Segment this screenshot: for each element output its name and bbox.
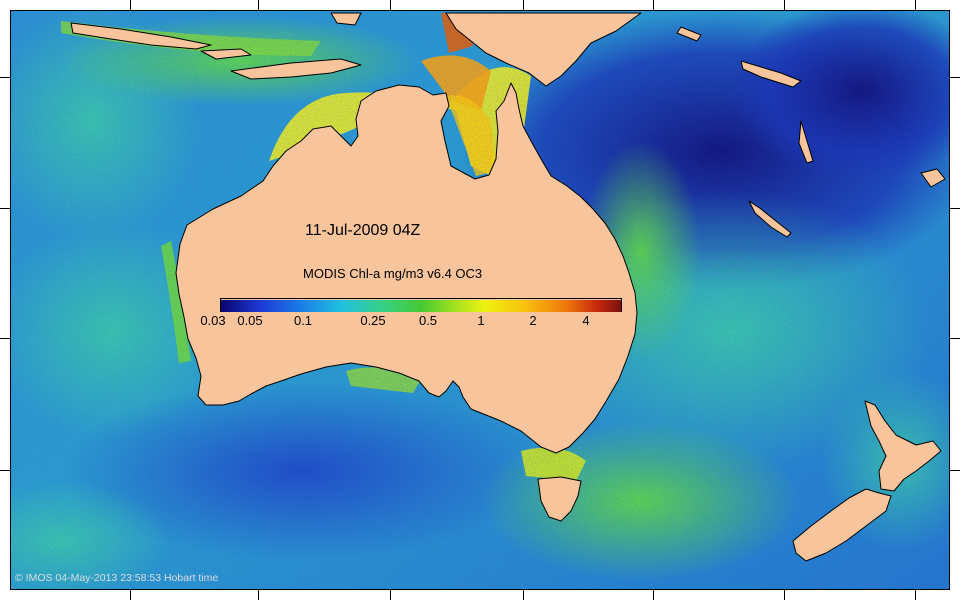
axis-tick	[784, 0, 785, 10]
solomon-islands	[740, 60, 802, 88]
north-island-small	[676, 26, 702, 42]
axis-tick	[0, 470, 10, 471]
axis-tick	[915, 590, 916, 600]
axis-tick	[653, 590, 654, 600]
colorbar-tick-label: 2	[529, 313, 537, 328]
new-caledonia	[748, 200, 792, 238]
axis-tick	[653, 0, 654, 10]
axis-tick	[0, 208, 10, 209]
axis-tick	[915, 0, 916, 10]
sulawesi-island	[330, 12, 362, 26]
colorbar-title: MODIS Chl-a mg/m3 v6.4 OC3	[303, 266, 483, 281]
flores-island	[200, 48, 252, 60]
colorbar	[220, 298, 622, 312]
axis-tick	[950, 77, 960, 78]
axis-tick	[390, 0, 391, 10]
map-title: 11-Jul-2009 04Z	[305, 222, 421, 239]
nz-south-island	[792, 488, 892, 562]
axis-tick	[130, 0, 131, 10]
axis-tick	[523, 0, 524, 10]
axis-tick	[950, 338, 960, 339]
axis-tick	[0, 338, 10, 339]
axis-tick	[523, 590, 524, 600]
nz-north-island	[864, 400, 942, 492]
chlorophyll-map	[11, 11, 949, 589]
axis-tick	[950, 208, 960, 209]
colorbar-tick-label: 1	[477, 313, 485, 328]
fiji-islands	[920, 168, 946, 188]
colorbar-tick-label: 0.1	[293, 313, 313, 328]
land-masses	[70, 12, 946, 562]
australia-mainland	[175, 82, 638, 454]
timor-island	[230, 58, 362, 80]
axis-tick	[784, 590, 785, 600]
tasmania	[537, 476, 582, 522]
colorbar-tick-label: 0.05	[237, 313, 263, 328]
axis-tick	[258, 0, 259, 10]
colorbar-gradient	[221, 300, 621, 312]
axis-tick	[390, 590, 391, 600]
vanuatu-islands	[798, 120, 814, 164]
java-island	[70, 22, 212, 50]
axis-tick	[130, 590, 131, 600]
new-guinea	[445, 12, 642, 87]
map-frame	[10, 10, 950, 590]
axis-tick	[258, 590, 259, 600]
axis-tick	[0, 77, 10, 78]
axis-tick	[950, 470, 960, 471]
colorbar-tick-label: 4	[582, 313, 590, 328]
colorbar-tick-label: 0.5	[418, 313, 438, 328]
colorbar-tick-label: 0.25	[360, 313, 386, 328]
colorbar-tick-label: 0.03	[200, 313, 226, 328]
copyright-credit: © IMOS 04-May-2013 23:58:53 Hobart time	[15, 572, 219, 584]
